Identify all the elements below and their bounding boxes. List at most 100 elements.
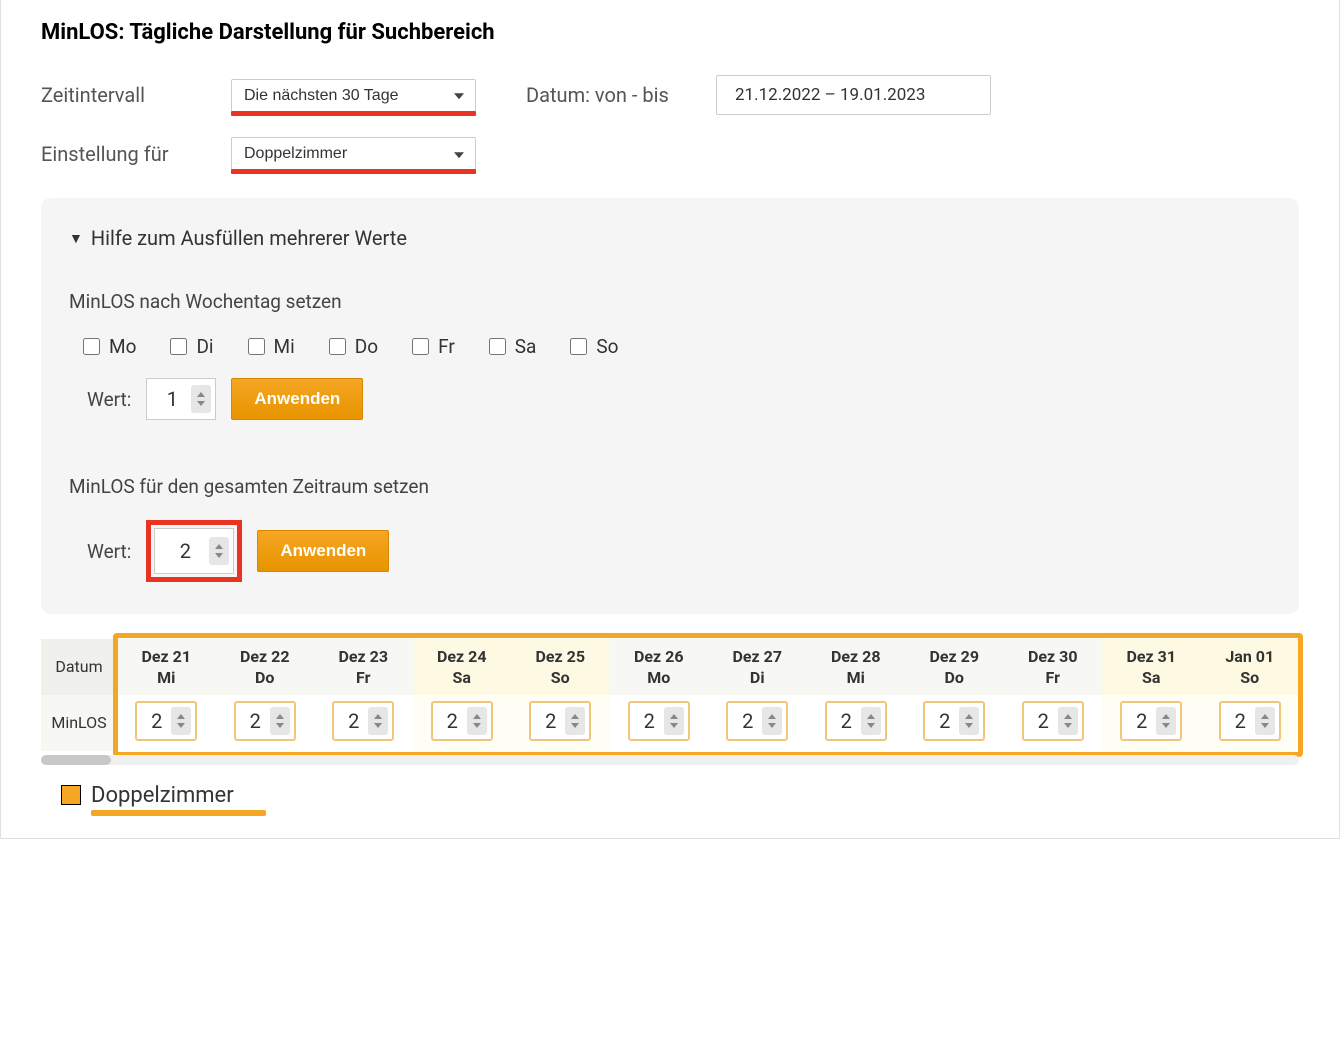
spinner-buttons-icon[interactable] — [762, 707, 782, 735]
horizontal-scrollbar[interactable] — [41, 755, 1299, 765]
cell-value: 2 — [441, 709, 467, 733]
spinner-buttons-icon[interactable] — [565, 707, 585, 735]
setting-select[interactable]: Doppelzimmer — [231, 137, 476, 170]
interval-select[interactable]: Die nächsten 30 Tage — [231, 79, 476, 112]
col-date: Dez 28 — [809, 647, 904, 668]
highlight-underline-icon — [231, 169, 476, 174]
table-cell: 2 — [1004, 695, 1103, 751]
table-cell: 2 — [610, 695, 709, 751]
cell-value-stepper[interactable]: 2 — [726, 701, 788, 741]
weekday-checkbox-do[interactable] — [329, 338, 346, 355]
cell-value: 2 — [736, 709, 762, 733]
cell-value: 2 — [1130, 709, 1156, 733]
weekday-label: So — [596, 335, 618, 358]
highlight-underline-icon — [231, 111, 476, 116]
table-col-head: Jan 01So — [1201, 639, 1300, 695]
weekday-label: Sa — [515, 335, 537, 358]
weekday-so[interactable]: So — [566, 335, 618, 358]
cell-value: 2 — [342, 709, 368, 733]
spinner-buttons-icon[interactable] — [861, 707, 881, 735]
weekday-mo[interactable]: Mo — [79, 335, 136, 358]
cell-value-stepper[interactable]: 2 — [1219, 701, 1281, 741]
table-cell: 2 — [314, 695, 413, 751]
date-range-input[interactable]: 21.12.2022 – 19.01.2023 — [716, 75, 991, 115]
weekday-do[interactable]: Do — [325, 335, 378, 358]
cell-value-stepper[interactable]: 2 — [431, 701, 493, 741]
spinner-buttons-icon[interactable] — [368, 707, 388, 735]
table-col-head: Dez 22Do — [216, 639, 315, 695]
legend-swatch-icon — [61, 785, 81, 805]
col-date: Dez 24 — [415, 647, 510, 668]
col-weekday: Mi — [809, 668, 904, 689]
weekday-fr[interactable]: Fr — [408, 335, 455, 358]
spinner-buttons-icon[interactable] — [467, 707, 487, 735]
weekday-sa[interactable]: Sa — [485, 335, 537, 358]
weekday-di[interactable]: Di — [166, 335, 213, 358]
triangle-down-icon: ▼ — [69, 230, 83, 247]
apply-range-button[interactable]: Anwenden — [257, 530, 389, 572]
col-weekday: Do — [218, 668, 313, 689]
weekday-checkbox-fr[interactable] — [412, 338, 429, 355]
range-wert-row: Wert: 2 Anwenden — [87, 520, 1271, 582]
cell-value-stepper[interactable]: 2 — [529, 701, 591, 741]
col-weekday: Fr — [1006, 668, 1101, 689]
table-cell: 2 — [807, 695, 906, 751]
cell-value-stepper[interactable]: 2 — [1120, 701, 1182, 741]
spinner-buttons-icon[interactable] — [209, 537, 229, 565]
cell-value-stepper[interactable]: 2 — [234, 701, 296, 741]
cell-value-stepper[interactable]: 2 — [135, 701, 197, 741]
table-cell: 2 — [117, 695, 216, 751]
weekday-checkbox-mi[interactable] — [248, 338, 265, 355]
weekday-checkbox-mo[interactable] — [83, 338, 100, 355]
col-date: Dez 26 — [612, 647, 707, 668]
spinner-buttons-icon[interactable] — [1255, 707, 1275, 735]
weekday-label: Mi — [274, 335, 295, 358]
col-date: Dez 23 — [316, 647, 411, 668]
cell-value: 2 — [244, 709, 270, 733]
weekday-value: 1 — [157, 387, 191, 411]
weekday-checkbox-di[interactable] — [170, 338, 187, 355]
cell-value: 2 — [539, 709, 565, 733]
weekday-value-stepper[interactable]: 1 — [146, 378, 216, 420]
controls-row-1: Zeitintervall Die nächsten 30 Tage Datum… — [41, 75, 1299, 115]
help-toggle[interactable]: ▼ Hilfe zum Ausfüllen mehrerer Werte — [69, 226, 1271, 250]
weekday-heading: MinLOS nach Wochentag setzen — [69, 290, 1271, 313]
table-wrap: Datum Dez 21MiDez 22DoDez 23FrDez 24SaDe… — [41, 639, 1299, 765]
table-cell: 2 — [216, 695, 315, 751]
highlight-box-icon: 2 — [146, 520, 242, 582]
cell-value-stepper[interactable]: 2 — [332, 701, 394, 741]
cell-value-stepper[interactable]: 2 — [923, 701, 985, 741]
weekday-wert-row: Wert: 1 Anwenden — [87, 378, 1271, 420]
spinner-buttons-icon[interactable] — [191, 385, 211, 413]
col-date: Dez 30 — [1006, 647, 1101, 668]
spinner-buttons-icon[interactable] — [664, 707, 684, 735]
table-col-head: Dez 24Sa — [413, 639, 512, 695]
spinner-buttons-icon[interactable] — [270, 707, 290, 735]
weekday-label: Do — [355, 335, 378, 358]
scrollbar-thumb[interactable] — [41, 755, 111, 765]
page-title: MinLOS: Tägliche Darstellung für Suchber… — [41, 20, 1299, 45]
setting-label: Einstellung für — [41, 142, 201, 166]
cell-value: 2 — [835, 709, 861, 733]
spinner-buttons-icon[interactable] — [1156, 707, 1176, 735]
weekday-checkbox-so[interactable] — [570, 338, 587, 355]
spinner-buttons-icon[interactable] — [1058, 707, 1078, 735]
weekday-mi[interactable]: Mi — [244, 335, 295, 358]
cell-value-stepper[interactable]: 2 — [628, 701, 690, 741]
apply-weekday-button[interactable]: Anwenden — [231, 378, 363, 420]
table-cell: 2 — [413, 695, 512, 751]
col-weekday: Sa — [415, 668, 510, 689]
minlos-table: Datum Dez 21MiDez 22DoDez 23FrDez 24SaDe… — [41, 639, 1299, 751]
controls-row-2: Einstellung für Doppelzimmer — [41, 137, 1299, 170]
col-weekday: Sa — [1104, 668, 1199, 689]
cell-value-stepper[interactable]: 2 — [825, 701, 887, 741]
range-value-stepper[interactable]: 2 — [154, 528, 234, 574]
cell-value: 2 — [638, 709, 664, 733]
col-weekday: Mi — [119, 668, 214, 689]
table-col-head: Dez 27Di — [708, 639, 807, 695]
cell-value-stepper[interactable]: 2 — [1022, 701, 1084, 741]
weekday-checkbox-sa[interactable] — [489, 338, 506, 355]
spinner-buttons-icon[interactable] — [959, 707, 979, 735]
spinner-buttons-icon[interactable] — [171, 707, 191, 735]
cell-value: 2 — [145, 709, 171, 733]
